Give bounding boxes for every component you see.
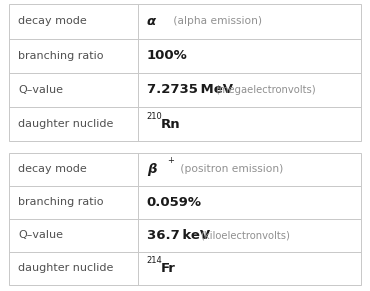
Bar [9, 4, 361, 141]
Text: 214: 214 [147, 256, 162, 265]
Text: 210: 210 [147, 112, 162, 121]
Text: 36.7 keV: 36.7 keV [147, 229, 210, 242]
Text: daughter nuclide: daughter nuclide [18, 119, 114, 129]
Text: Fr: Fr [161, 262, 176, 275]
Text: 100%: 100% [147, 49, 188, 62]
Text: Q–value: Q–value [18, 85, 64, 95]
Text: (positron emission): (positron emission) [177, 164, 283, 174]
Text: branching ratio: branching ratio [18, 51, 104, 61]
Text: decay mode: decay mode [18, 17, 87, 26]
Bar [9, 153, 361, 285]
Text: (alpha emission): (alpha emission) [170, 17, 262, 26]
Text: α: α [147, 15, 156, 28]
Text: branching ratio: branching ratio [18, 197, 104, 207]
Text: (megaelectronvolts): (megaelectronvolts) [215, 85, 316, 95]
Text: daughter nuclide: daughter nuclide [18, 263, 114, 273]
Text: (kiloelectronvolts): (kiloelectronvolts) [201, 230, 290, 240]
Text: β: β [147, 163, 156, 176]
Text: decay mode: decay mode [18, 164, 87, 174]
Text: 7.2735 MeV: 7.2735 MeV [147, 83, 233, 96]
Text: Q–value: Q–value [18, 230, 64, 240]
Text: Rn: Rn [161, 118, 181, 131]
Text: 0.059%: 0.059% [147, 196, 202, 209]
Text: +: + [167, 155, 174, 164]
